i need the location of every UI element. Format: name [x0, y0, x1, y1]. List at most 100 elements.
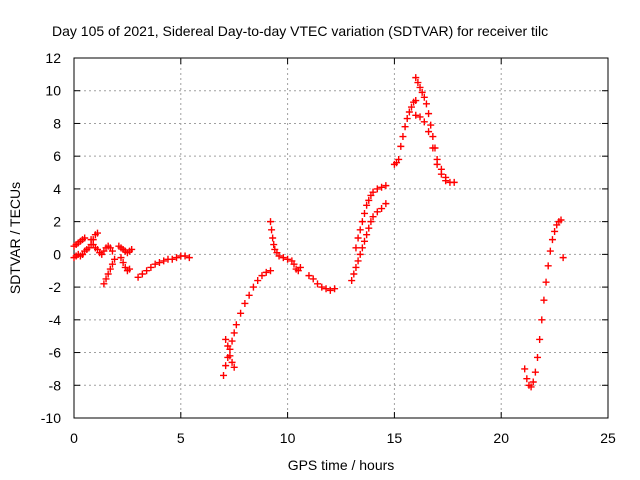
data-point-plus	[557, 216, 565, 224]
data-point-plus	[378, 205, 386, 213]
data-point-plus	[352, 263, 360, 271]
data-point-plus	[416, 113, 424, 121]
data-point-plus	[416, 83, 424, 91]
data-point-plus	[420, 93, 428, 101]
y-tick-label: -10	[41, 410, 61, 426]
data-point-plus	[87, 236, 95, 244]
data-point-plus	[350, 270, 358, 278]
y-tick-label: -8	[49, 377, 62, 393]
data-point-plus	[245, 291, 253, 299]
data-point-plus	[348, 277, 356, 285]
data-point-plus	[401, 123, 409, 131]
data-point-plus	[360, 209, 368, 217]
data-point-plus	[108, 247, 116, 255]
data-point-plus	[181, 252, 189, 260]
data-point-plus	[412, 97, 420, 105]
data-point-plus	[224, 342, 232, 350]
data-point-plus	[544, 262, 552, 270]
data-point-plus	[160, 257, 168, 265]
y-tick-label: 4	[53, 181, 61, 197]
x-tick-label: 25	[600, 430, 616, 446]
data-point-plus	[314, 280, 322, 288]
data-point-plus	[222, 362, 230, 370]
data-point-plus	[232, 321, 240, 329]
data-point-plus	[220, 371, 228, 379]
data-point-plus	[356, 250, 364, 258]
data-point-plus	[365, 196, 373, 204]
data-point-plus	[275, 252, 283, 260]
data-point-plus	[267, 218, 275, 226]
data-point-plus	[147, 263, 155, 271]
data-point-plus	[548, 236, 556, 244]
data-point-plus	[111, 255, 119, 263]
data-point-plus	[365, 224, 373, 232]
data-point-plus	[427, 121, 435, 129]
data-point-plus	[369, 213, 377, 221]
data-point-plus	[258, 272, 266, 280]
plot-frame	[73, 57, 609, 419]
y-tick-label: -4	[49, 312, 62, 328]
data-point-plus	[425, 128, 433, 136]
data-point-plus	[367, 218, 375, 226]
chart-title: Day 105 of 2021, Sidereal Day-to-day VTE…	[52, 23, 548, 39]
data-point-plus	[422, 100, 430, 108]
data-point-plus	[222, 335, 230, 343]
data-point-plus	[309, 275, 317, 283]
grid-lines	[74, 58, 608, 418]
data-point-plus	[228, 337, 236, 345]
data-point-plus	[358, 218, 366, 226]
x-tick-label: 10	[280, 430, 296, 446]
data-point-plus	[230, 329, 238, 337]
data-point-plus	[363, 201, 371, 209]
y-tick-label: 10	[45, 83, 61, 99]
y-tick-label: -2	[49, 279, 62, 295]
data-point-plus	[305, 272, 313, 280]
data-point-plus	[326, 286, 334, 294]
data-point-plus	[382, 182, 390, 190]
data-point-plus	[442, 177, 450, 185]
data-point-plus	[521, 365, 529, 373]
data-point-plus	[407, 103, 415, 111]
data-point-plus	[397, 142, 405, 150]
data-point-plus	[356, 226, 364, 234]
data-point-plus	[155, 259, 163, 267]
data-point-plus	[542, 278, 550, 286]
y-tick-label: 8	[53, 115, 61, 131]
data-point-plus	[433, 160, 441, 168]
data-point-plus	[429, 133, 437, 141]
y-tick-label: 12	[45, 50, 61, 66]
data-point-plus	[395, 155, 403, 163]
data-point-plus	[269, 234, 277, 242]
data-point-plus	[354, 257, 362, 265]
data-point-plus	[399, 133, 407, 141]
axis-ticks: 0 5 10 15 20 25 -10 -8 -6 -4 -2 0 2 4 6 8 10 12	[41, 50, 616, 446]
data-point-plus	[173, 254, 181, 262]
data-point-plus	[437, 170, 445, 178]
data-point-plus	[414, 79, 422, 87]
data-point-plus	[360, 237, 368, 245]
data-point-plus	[405, 108, 413, 116]
data-point-plus	[354, 234, 362, 242]
data-point-plus	[104, 270, 112, 278]
x-tick-label: 5	[177, 430, 185, 446]
data-point-plus	[523, 375, 531, 383]
data-point-plus	[168, 255, 176, 263]
data-point-plus	[540, 296, 548, 304]
data-point-plus	[538, 316, 546, 324]
data-point-plus	[403, 115, 411, 123]
data-point-plus	[93, 229, 101, 237]
data-point-plus	[450, 178, 458, 186]
data-point-plus	[536, 335, 544, 343]
data-point-plus	[551, 227, 559, 235]
data-point-plus	[279, 254, 287, 262]
data-point-plus	[237, 309, 245, 317]
data-point-plus	[119, 259, 127, 267]
data-point-plus	[369, 188, 377, 196]
data-point-plus	[106, 265, 114, 273]
data-point-plus	[100, 280, 108, 288]
data-point-plus	[262, 268, 270, 276]
data-point-plus	[270, 241, 278, 249]
data-point-plus	[358, 244, 366, 252]
data-point-plus	[412, 74, 420, 82]
data-point-plus	[151, 260, 159, 268]
